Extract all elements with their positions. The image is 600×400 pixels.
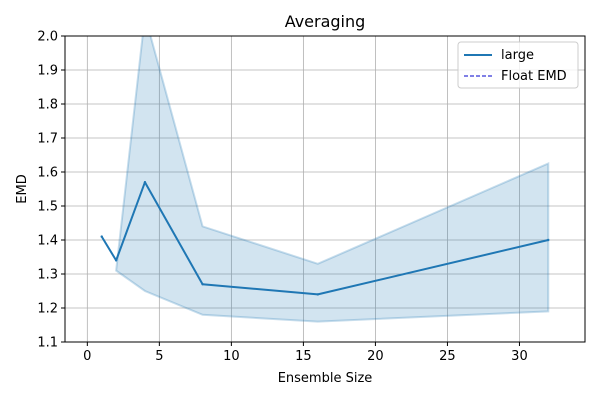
plot-frame <box>64 35 586 343</box>
y-tick-label: 1.5 <box>37 200 58 215</box>
y-tick-label: 1.8 <box>37 98 58 113</box>
x-tick-label: 25 <box>439 349 456 364</box>
legend-label-large: large <box>501 48 534 63</box>
y-tick-label: 1.9 <box>37 64 58 79</box>
y-tick-label: 2.0 <box>37 30 58 45</box>
x-axis-label: Ensemble Size <box>278 371 373 386</box>
y-axis-label: EMD <box>15 174 30 203</box>
x-tick-label: 5 <box>155 349 163 364</box>
y-tick-label: 1.1 <box>37 336 58 351</box>
data-point-large <box>201 283 204 286</box>
data-point-large <box>100 235 103 238</box>
confidence-band-large <box>115 36 550 323</box>
legend: large Float EMD <box>457 41 579 89</box>
confidence-bands <box>115 36 550 323</box>
y-tick-label: 1.3 <box>37 268 58 283</box>
chart-title: Averaging <box>285 12 366 31</box>
y-tick-label: 1.2 <box>37 302 58 317</box>
x-tick-label: 30 <box>511 349 528 364</box>
x-tick-label: 15 <box>295 349 312 364</box>
x-tick-label: 10 <box>223 349 240 364</box>
data-point-large <box>547 238 550 242</box>
y-tick-label: 1.4 <box>37 234 58 249</box>
series-line-large <box>100 181 549 296</box>
y-axis-ticks: 1.1 1.2 1.3 1.4 1.5 1.6 1.7 1.8 1.9 2.0 <box>37 30 65 351</box>
data-point-large <box>114 259 118 262</box>
data-point-large <box>143 181 147 184</box>
y-tick-label: 1.7 <box>37 132 58 147</box>
data-point-large <box>316 293 319 296</box>
legend-label-float-emd: Float EMD <box>501 69 567 84</box>
x-tick-label: 20 <box>367 349 384 364</box>
y-tick-label: 1.6 <box>37 166 58 181</box>
x-axis-ticks: 0 5 10 15 20 25 30 <box>83 342 528 364</box>
series-lines <box>100 181 550 296</box>
x-tick-label: 0 <box>83 349 91 364</box>
